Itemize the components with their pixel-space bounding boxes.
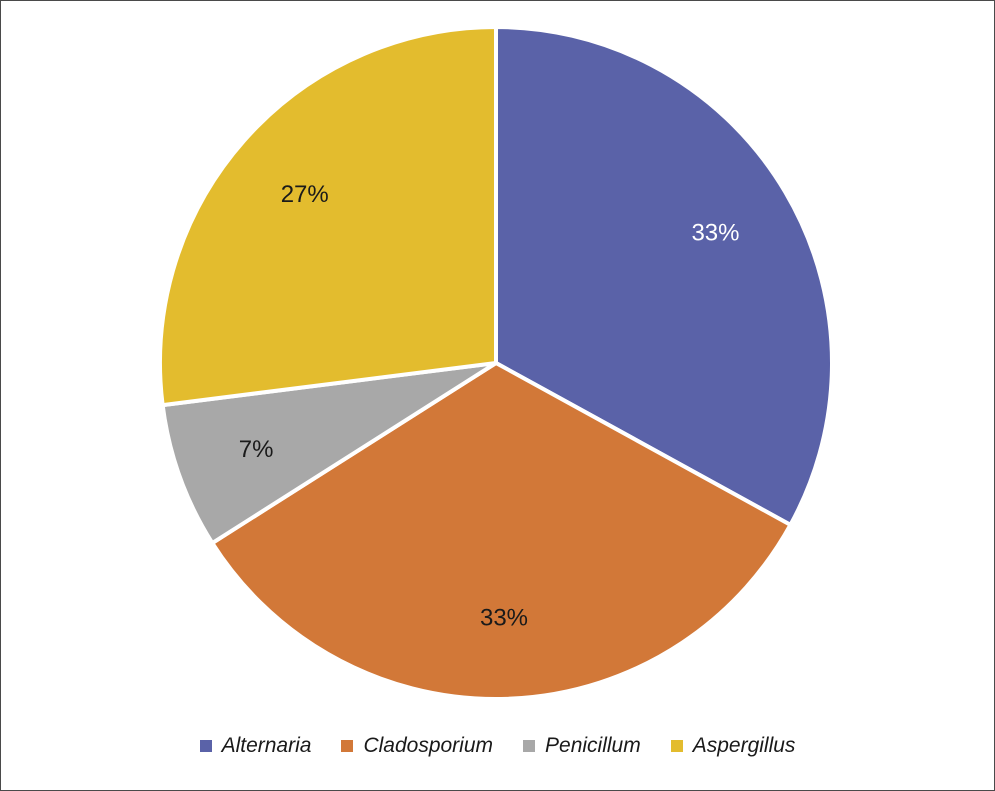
legend-item-aspergillus: Aspergillus [670, 734, 796, 758]
pie-slice-penicillum [160, 361, 498, 546]
legend-swatch [523, 740, 536, 752]
legend-label: Aspergillus [692, 734, 796, 757]
pie-slice-alternaria [494, 25, 834, 527]
slice-label-cladosporium: 33% [480, 604, 528, 631]
legend-label: Cladosporium [363, 734, 494, 757]
pie-labels: 33% 33% 7% 27% [239, 181, 740, 632]
legend-item-penicillum: Penicillum [523, 734, 641, 758]
legend-item-alternaria: Alternaria [199, 734, 312, 758]
slice-label-aspergillus: 27% [281, 181, 329, 208]
slice-label-penicillum: 7% [239, 436, 274, 463]
legend-swatch [670, 740, 683, 752]
legend-item-cladosporium: Cladosporium [341, 734, 493, 758]
pie-slices [158, 25, 834, 701]
legend-swatch [341, 740, 354, 752]
slice-label-alternaria: 33% [691, 220, 739, 247]
chart-legend: Alternaria Cladosporium Penicillum Aspergil… [0, 734, 995, 758]
legend-swatch [199, 740, 212, 752]
pie-slice-cladosporium [210, 361, 793, 701]
legend-label: Penicillum [545, 734, 641, 757]
pie-slice-aspergillus [158, 25, 498, 408]
legend-label: Alternaria [221, 734, 312, 757]
